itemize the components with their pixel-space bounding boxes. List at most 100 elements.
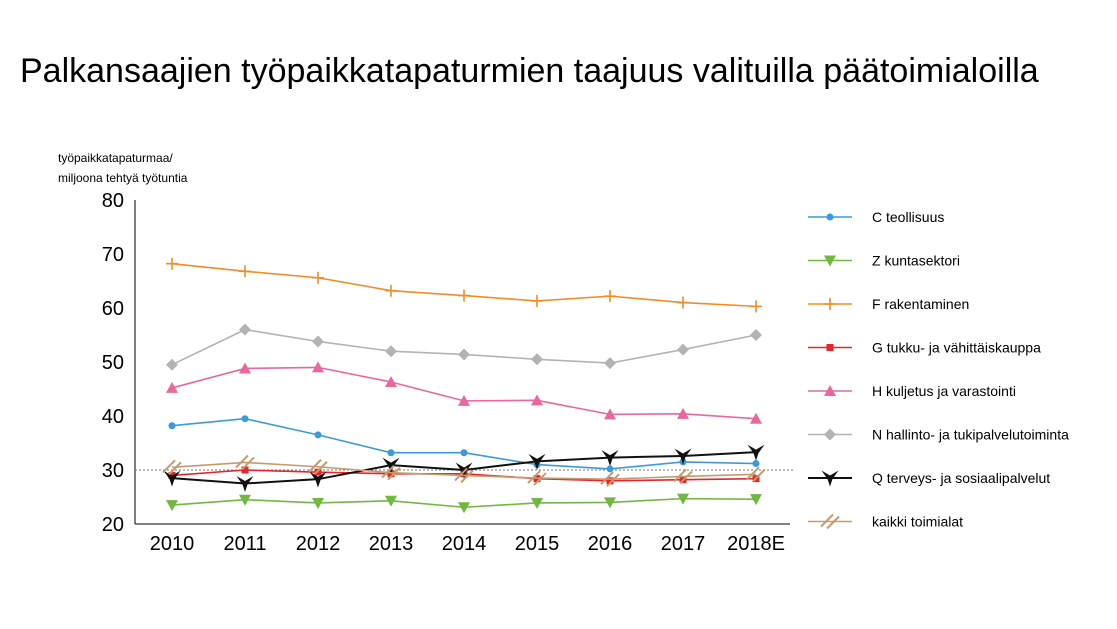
data-point bbox=[604, 290, 616, 303]
data-point bbox=[163, 470, 181, 487]
data-point bbox=[314, 431, 322, 439]
data-point bbox=[604, 357, 616, 370]
legend-item: Z kuntasektori bbox=[808, 253, 960, 269]
data-point bbox=[531, 394, 543, 406]
data-point bbox=[312, 335, 324, 348]
legend-label: H kuljetus ja varastointi bbox=[872, 383, 1016, 399]
series-line bbox=[171, 366, 757, 420]
series-3 bbox=[166, 257, 762, 313]
data-point bbox=[385, 375, 397, 387]
y-axis-label: työpaikkatapaturmaa/ miljoona tehtyä työ… bbox=[58, 148, 187, 188]
data-point bbox=[677, 343, 689, 356]
data-point bbox=[604, 408, 616, 420]
legend-marker bbox=[824, 298, 836, 310]
data-point bbox=[382, 457, 400, 474]
series-2 bbox=[166, 493, 762, 514]
data-point bbox=[235, 454, 255, 471]
data-point bbox=[166, 500, 178, 512]
data-point bbox=[241, 415, 249, 423]
data-point bbox=[166, 381, 178, 393]
legend-marker bbox=[824, 385, 836, 396]
data-point bbox=[241, 466, 249, 474]
data-point bbox=[750, 300, 762, 313]
y-tick-label: 60 bbox=[102, 298, 124, 320]
x-tick-label: 2016 bbox=[588, 533, 633, 555]
data-point bbox=[601, 450, 619, 467]
legend-label: N hallinto- ja tukipalvelutoiminta bbox=[872, 427, 1069, 443]
data-point bbox=[750, 494, 762, 506]
x-tick-label: 2017 bbox=[661, 533, 706, 555]
series-5 bbox=[166, 361, 762, 424]
data-point bbox=[312, 497, 324, 509]
legend-item: N hallinto- ja tukipalvelutoiminta bbox=[808, 427, 1069, 443]
legend-item: Q terveys- ja sosiaalipalvelut bbox=[808, 470, 1050, 487]
data-point bbox=[600, 471, 620, 487]
data-point bbox=[674, 448, 692, 465]
legend-label: G tukku- ja vähittäiskauppa bbox=[872, 340, 1041, 356]
y-tick-label: 70 bbox=[102, 244, 124, 266]
data-point bbox=[308, 459, 328, 475]
data-point bbox=[606, 465, 614, 473]
legend-item: G tukku- ja vähittäiskauppa bbox=[808, 340, 1041, 356]
data-point bbox=[528, 453, 546, 470]
data-point bbox=[239, 362, 251, 374]
data-point bbox=[531, 353, 543, 366]
data-point bbox=[309, 471, 327, 488]
y-tick-label: 80 bbox=[102, 190, 124, 212]
legend-item: F rakentaminen bbox=[808, 296, 969, 312]
data-point bbox=[166, 358, 178, 371]
data-point bbox=[606, 477, 614, 485]
data-point bbox=[162, 459, 182, 476]
legend-item: C teollisuus bbox=[808, 209, 944, 225]
x-tick-label: 2018E bbox=[727, 533, 785, 555]
legend-label: C teollisuus bbox=[872, 209, 944, 225]
x-tick-label: 2013 bbox=[369, 533, 414, 555]
data-point bbox=[312, 361, 324, 373]
data-point bbox=[385, 495, 397, 507]
x-tick-label: 2015 bbox=[515, 533, 560, 555]
data-point bbox=[458, 394, 470, 406]
data-point bbox=[531, 497, 543, 509]
data-point bbox=[750, 329, 762, 341]
x-tick-label: 2011 bbox=[223, 533, 266, 555]
data-point bbox=[677, 493, 689, 505]
data-point bbox=[747, 444, 765, 461]
data-point bbox=[454, 467, 474, 484]
data-point bbox=[312, 271, 324, 284]
legend-marker bbox=[821, 470, 839, 487]
legend-label: kaikki toimialat bbox=[872, 514, 963, 530]
data-point bbox=[458, 502, 470, 514]
legend-item: H kuljetus ja varastointi bbox=[808, 383, 1016, 399]
series-1 bbox=[168, 415, 760, 473]
data-point bbox=[750, 412, 762, 424]
legend-marker bbox=[824, 428, 836, 441]
data-point bbox=[527, 470, 547, 486]
legend: C teollisuus Z kuntasektori F rakentaminen… bbox=[808, 209, 1069, 530]
data-point bbox=[752, 460, 760, 468]
legend-marker bbox=[826, 213, 834, 221]
series-line bbox=[171, 461, 757, 480]
series-8 bbox=[162, 454, 766, 487]
series-line bbox=[171, 417, 757, 470]
legend-label: F rakentaminen bbox=[872, 296, 969, 312]
data-point bbox=[746, 466, 766, 483]
y-axis-label-line-2: miljoona tehtyä työtuntia bbox=[58, 171, 188, 185]
data-point bbox=[458, 289, 470, 302]
data-point bbox=[677, 296, 689, 309]
data-point bbox=[460, 449, 468, 457]
series-6 bbox=[166, 323, 762, 371]
data-point bbox=[387, 470, 395, 478]
y-tick-label: 40 bbox=[102, 406, 124, 428]
legend-marker bbox=[826, 344, 834, 351]
data-point bbox=[604, 497, 616, 509]
x-tick-label: 2012 bbox=[296, 533, 341, 555]
y-axis-label-line-1: työpaikkatapaturmaa/ bbox=[58, 151, 173, 165]
data-point bbox=[236, 476, 254, 492]
data-point bbox=[381, 464, 401, 481]
legend-marker bbox=[820, 513, 840, 530]
data-point bbox=[387, 449, 395, 457]
y-tick-label: 20 bbox=[102, 514, 124, 536]
data-point bbox=[385, 345, 397, 358]
data-point bbox=[458, 348, 470, 361]
legend-label: Z kuntasektori bbox=[872, 253, 960, 269]
